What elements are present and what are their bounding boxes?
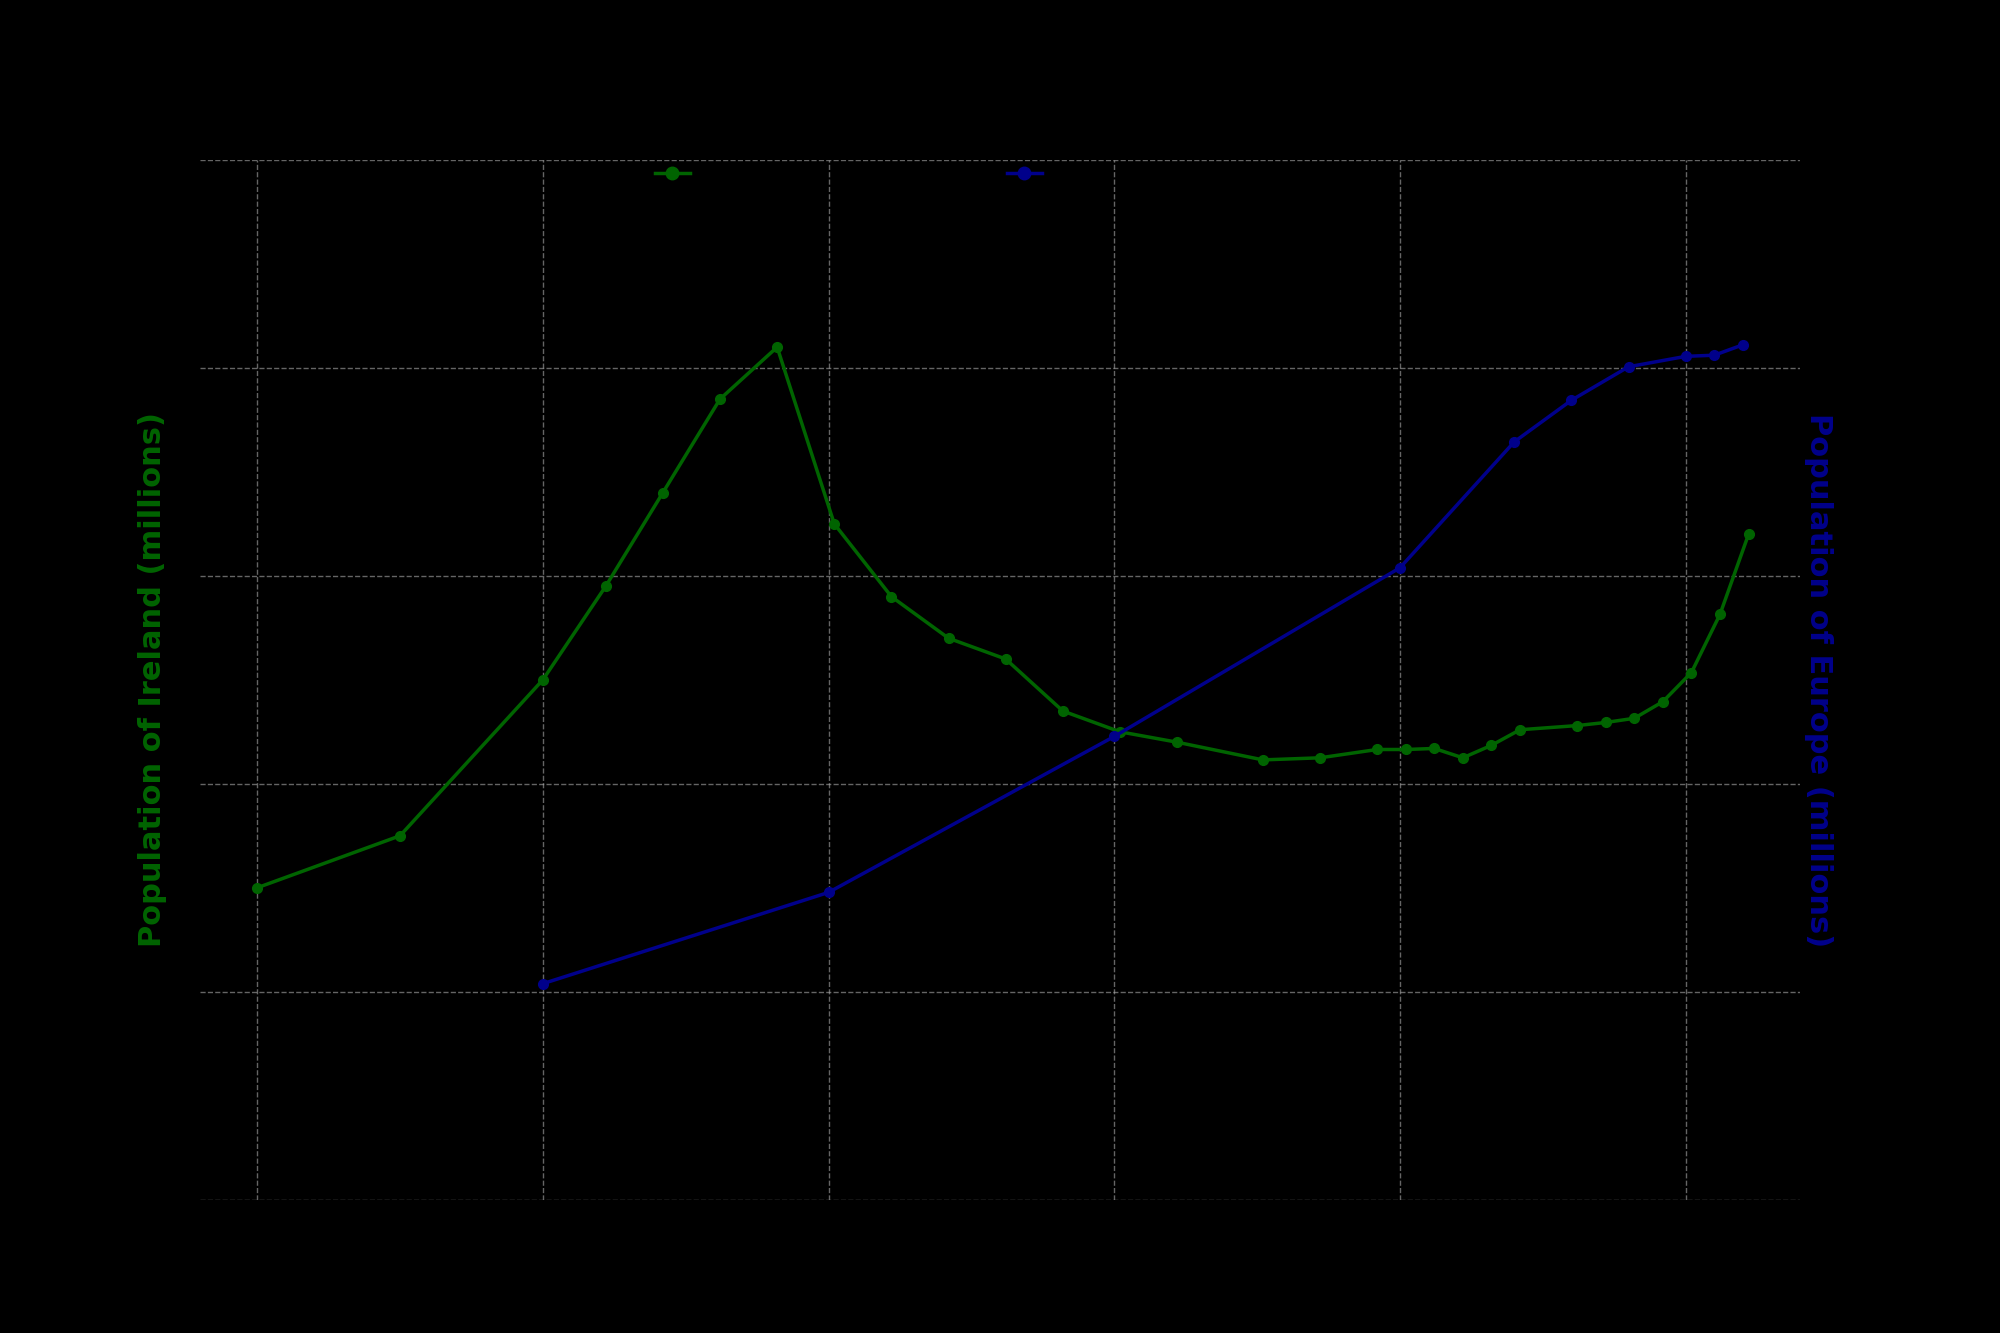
Legend:  <box>1006 167 1042 184</box>
Y-axis label: Population of Ireland (millions): Population of Ireland (millions) <box>138 412 168 948</box>
Y-axis label: Population of Europe (millions): Population of Europe (millions) <box>1804 413 1832 946</box>
